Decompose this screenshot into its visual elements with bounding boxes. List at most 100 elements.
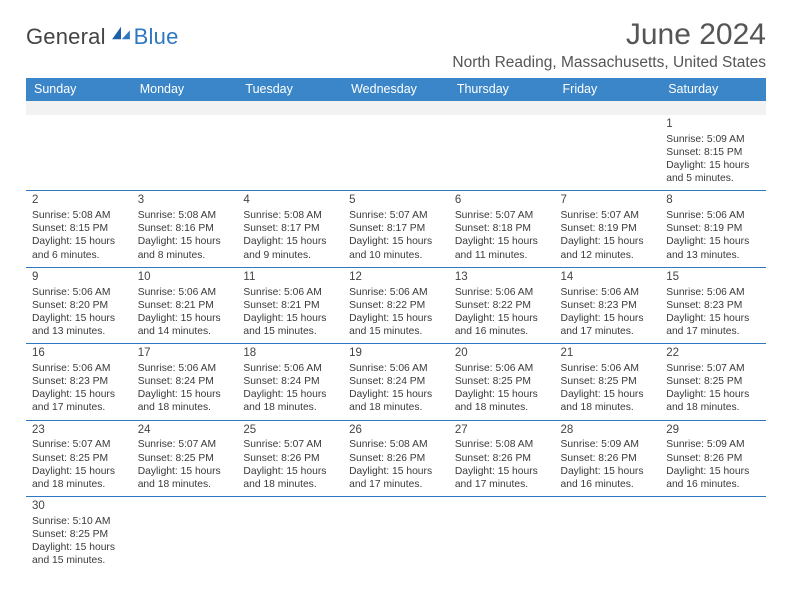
sunset-text: Sunset: 8:24 PM	[138, 375, 234, 388]
brand-word-2: Blue	[134, 24, 179, 50]
day-number: 1	[666, 117, 762, 132]
day-number: 22	[666, 346, 762, 361]
sunset-text: Sunset: 8:26 PM	[561, 452, 657, 465]
calendar-page: General Blue June 2024 North Reading, Ma…	[0, 0, 792, 582]
sunrise-text: Sunrise: 5:06 AM	[138, 286, 234, 299]
daylight-text: Daylight: 15 hours and 18 minutes.	[243, 465, 339, 491]
sunrise-text: Sunrise: 5:09 AM	[666, 133, 762, 146]
daylight-text: Daylight: 15 hours and 5 minutes.	[666, 159, 762, 185]
calendar-body: 1Sunrise: 5:09 AMSunset: 8:15 PMDaylight…	[26, 101, 766, 572]
day-number: 10	[138, 270, 234, 285]
calendar-day-cell	[555, 115, 661, 191]
day-number: 14	[561, 270, 657, 285]
page-header: General Blue June 2024 North Reading, Ma…	[26, 18, 766, 72]
sunrise-text: Sunrise: 5:07 AM	[455, 209, 551, 222]
daylight-text: Daylight: 15 hours and 16 minutes.	[455, 312, 551, 338]
calendar-week-row: 30Sunrise: 5:10 AMSunset: 8:25 PMDayligh…	[26, 497, 766, 573]
day-number: 21	[561, 346, 657, 361]
sunrise-text: Sunrise: 5:07 AM	[666, 362, 762, 375]
day-number: 19	[349, 346, 445, 361]
sunset-text: Sunset: 8:26 PM	[455, 452, 551, 465]
calendar-day-cell: 14Sunrise: 5:06 AMSunset: 8:23 PMDayligh…	[555, 267, 661, 343]
calendar-day-cell: 13Sunrise: 5:06 AMSunset: 8:22 PMDayligh…	[449, 267, 555, 343]
calendar-week-row: 9Sunrise: 5:06 AMSunset: 8:20 PMDaylight…	[26, 267, 766, 343]
blank-lead-row	[26, 101, 766, 115]
calendar-day-cell: 18Sunrise: 5:06 AMSunset: 8:24 PMDayligh…	[237, 344, 343, 420]
day-number: 4	[243, 193, 339, 208]
sunrise-text: Sunrise: 5:07 AM	[561, 209, 657, 222]
day-number: 16	[32, 346, 128, 361]
daylight-text: Daylight: 15 hours and 17 minutes.	[666, 312, 762, 338]
sunset-text: Sunset: 8:21 PM	[243, 299, 339, 312]
day-header: Sunday	[26, 78, 132, 101]
calendar-table: Sunday Monday Tuesday Wednesday Thursday…	[26, 78, 766, 572]
day-number: 11	[243, 270, 339, 285]
sunrise-text: Sunrise: 5:08 AM	[32, 209, 128, 222]
daylight-text: Daylight: 15 hours and 13 minutes.	[32, 312, 128, 338]
daylight-text: Daylight: 15 hours and 18 minutes.	[349, 388, 445, 414]
daylight-text: Daylight: 15 hours and 15 minutes.	[349, 312, 445, 338]
sunset-text: Sunset: 8:15 PM	[32, 222, 128, 235]
sunrise-text: Sunrise: 5:08 AM	[455, 438, 551, 451]
sunset-text: Sunset: 8:19 PM	[561, 222, 657, 235]
daylight-text: Daylight: 15 hours and 13 minutes.	[666, 235, 762, 261]
daylight-text: Daylight: 15 hours and 17 minutes.	[561, 312, 657, 338]
sunset-text: Sunset: 8:26 PM	[243, 452, 339, 465]
sunset-text: Sunset: 8:23 PM	[561, 299, 657, 312]
day-number: 6	[455, 193, 551, 208]
calendar-day-cell: 22Sunrise: 5:07 AMSunset: 8:25 PMDayligh…	[660, 344, 766, 420]
calendar-day-cell: 21Sunrise: 5:06 AMSunset: 8:25 PMDayligh…	[555, 344, 661, 420]
day-number: 24	[138, 423, 234, 438]
calendar-day-cell: 26Sunrise: 5:08 AMSunset: 8:26 PMDayligh…	[343, 420, 449, 496]
calendar-day-cell	[132, 115, 238, 191]
day-header: Saturday	[660, 78, 766, 101]
sunrise-text: Sunrise: 5:09 AM	[561, 438, 657, 451]
sunset-text: Sunset: 8:17 PM	[243, 222, 339, 235]
day-header: Tuesday	[237, 78, 343, 101]
sunrise-text: Sunrise: 5:08 AM	[349, 438, 445, 451]
day-number: 23	[32, 423, 128, 438]
calendar-day-cell: 3Sunrise: 5:08 AMSunset: 8:16 PMDaylight…	[132, 191, 238, 267]
daylight-text: Daylight: 15 hours and 18 minutes.	[138, 465, 234, 491]
day-number: 25	[243, 423, 339, 438]
daylight-text: Daylight: 15 hours and 17 minutes.	[32, 388, 128, 414]
day-number: 15	[666, 270, 762, 285]
sunrise-text: Sunrise: 5:06 AM	[32, 362, 128, 375]
daylight-text: Daylight: 15 hours and 18 minutes.	[138, 388, 234, 414]
daylight-text: Daylight: 15 hours and 8 minutes.	[138, 235, 234, 261]
sunset-text: Sunset: 8:19 PM	[666, 222, 762, 235]
day-header: Friday	[555, 78, 661, 101]
sunset-text: Sunset: 8:25 PM	[561, 375, 657, 388]
calendar-day-cell: 17Sunrise: 5:06 AMSunset: 8:24 PMDayligh…	[132, 344, 238, 420]
sunrise-text: Sunrise: 5:06 AM	[32, 286, 128, 299]
calendar-day-cell: 25Sunrise: 5:07 AMSunset: 8:26 PMDayligh…	[237, 420, 343, 496]
calendar-day-cell: 9Sunrise: 5:06 AMSunset: 8:20 PMDaylight…	[26, 267, 132, 343]
calendar-day-cell: 27Sunrise: 5:08 AMSunset: 8:26 PMDayligh…	[449, 420, 555, 496]
sunset-text: Sunset: 8:22 PM	[349, 299, 445, 312]
sunset-text: Sunset: 8:21 PM	[138, 299, 234, 312]
sunset-text: Sunset: 8:20 PM	[32, 299, 128, 312]
calendar-day-cell: 4Sunrise: 5:08 AMSunset: 8:17 PMDaylight…	[237, 191, 343, 267]
sunset-text: Sunset: 8:18 PM	[455, 222, 551, 235]
daylight-text: Daylight: 15 hours and 6 minutes.	[32, 235, 128, 261]
day-number: 5	[349, 193, 445, 208]
sunrise-text: Sunrise: 5:07 AM	[138, 438, 234, 451]
calendar-day-cell	[660, 497, 766, 573]
sunrise-text: Sunrise: 5:06 AM	[666, 209, 762, 222]
sunset-text: Sunset: 8:15 PM	[666, 146, 762, 159]
day-number: 20	[455, 346, 551, 361]
calendar-day-cell: 19Sunrise: 5:06 AMSunset: 8:24 PMDayligh…	[343, 344, 449, 420]
day-number: 3	[138, 193, 234, 208]
day-header: Monday	[132, 78, 238, 101]
sunrise-text: Sunrise: 5:06 AM	[561, 286, 657, 299]
location-text: North Reading, Massachusetts, United Sta…	[452, 54, 766, 72]
day-number: 2	[32, 193, 128, 208]
sunrise-text: Sunrise: 5:06 AM	[349, 362, 445, 375]
day-header: Thursday	[449, 78, 555, 101]
calendar-day-cell: 20Sunrise: 5:06 AMSunset: 8:25 PMDayligh…	[449, 344, 555, 420]
calendar-day-cell: 28Sunrise: 5:09 AMSunset: 8:26 PMDayligh…	[555, 420, 661, 496]
calendar-day-cell	[237, 497, 343, 573]
daylight-text: Daylight: 15 hours and 17 minutes.	[455, 465, 551, 491]
daylight-text: Daylight: 15 hours and 18 minutes.	[561, 388, 657, 414]
calendar-day-cell: 15Sunrise: 5:06 AMSunset: 8:23 PMDayligh…	[660, 267, 766, 343]
